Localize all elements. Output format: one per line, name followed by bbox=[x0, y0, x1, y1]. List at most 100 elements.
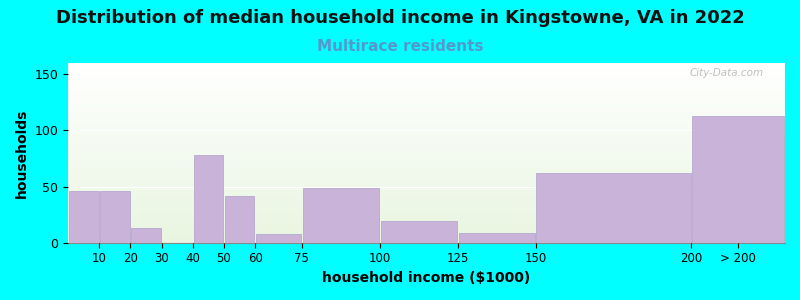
Bar bbox=[68, 144, 785, 146]
Bar bbox=[68, 146, 785, 148]
Bar bbox=[256, 234, 301, 243]
Bar bbox=[68, 190, 785, 192]
Bar bbox=[68, 226, 785, 228]
Bar bbox=[68, 180, 785, 182]
Bar bbox=[68, 88, 785, 90]
Bar bbox=[68, 99, 785, 101]
Bar bbox=[68, 95, 785, 97]
Bar bbox=[68, 81, 785, 83]
Bar bbox=[68, 119, 785, 121]
Bar bbox=[68, 124, 785, 126]
Bar bbox=[68, 228, 785, 230]
Bar bbox=[68, 198, 785, 200]
Bar bbox=[68, 106, 785, 108]
Bar bbox=[68, 201, 785, 203]
Bar bbox=[194, 155, 223, 243]
Bar bbox=[68, 157, 785, 158]
Bar bbox=[68, 130, 785, 131]
Bar bbox=[68, 151, 785, 153]
Bar bbox=[68, 172, 785, 174]
Bar bbox=[225, 196, 254, 243]
Bar bbox=[68, 223, 785, 225]
Bar bbox=[68, 76, 785, 77]
Bar bbox=[68, 208, 785, 210]
Bar bbox=[68, 67, 785, 68]
Bar bbox=[68, 122, 785, 124]
Bar bbox=[68, 192, 785, 194]
Bar bbox=[68, 128, 785, 130]
Bar bbox=[68, 218, 785, 219]
Bar bbox=[68, 65, 785, 67]
Bar bbox=[68, 101, 785, 103]
Bar bbox=[68, 108, 785, 110]
Bar bbox=[68, 92, 785, 94]
Bar bbox=[68, 72, 785, 74]
Text: Distribution of median household income in Kingstowne, VA in 2022: Distribution of median household income … bbox=[56, 9, 744, 27]
Bar bbox=[68, 234, 785, 236]
Text: Multirace residents: Multirace residents bbox=[317, 39, 483, 54]
Bar bbox=[68, 203, 785, 205]
Bar bbox=[68, 210, 785, 212]
Bar bbox=[68, 131, 785, 133]
Bar bbox=[68, 214, 785, 216]
Bar bbox=[68, 70, 785, 72]
Bar bbox=[68, 207, 785, 208]
Bar bbox=[68, 236, 785, 237]
Bar bbox=[68, 171, 785, 172]
Bar bbox=[458, 232, 535, 243]
Y-axis label: households: households bbox=[15, 108, 29, 197]
Bar bbox=[68, 90, 785, 92]
Bar bbox=[68, 169, 785, 171]
Bar bbox=[68, 225, 785, 226]
Bar bbox=[69, 191, 98, 243]
Bar bbox=[68, 149, 785, 151]
Bar bbox=[68, 241, 785, 243]
Bar bbox=[68, 178, 785, 180]
Bar bbox=[68, 167, 785, 169]
Bar bbox=[68, 68, 785, 70]
Bar bbox=[68, 94, 785, 95]
Bar bbox=[68, 135, 785, 137]
Bar bbox=[68, 165, 785, 167]
Bar bbox=[68, 112, 785, 113]
Bar bbox=[68, 83, 785, 85]
Bar bbox=[68, 148, 785, 149]
X-axis label: household income ($1000): household income ($1000) bbox=[322, 271, 530, 285]
Bar bbox=[68, 104, 785, 106]
Bar bbox=[68, 174, 785, 176]
Bar bbox=[68, 221, 785, 223]
Bar bbox=[68, 77, 785, 79]
Bar bbox=[692, 116, 784, 243]
Bar bbox=[68, 142, 785, 144]
Bar bbox=[68, 200, 785, 201]
Bar bbox=[68, 183, 785, 185]
Bar bbox=[68, 216, 785, 218]
Bar bbox=[68, 74, 785, 76]
Bar bbox=[131, 228, 161, 243]
Text: City-Data.com: City-Data.com bbox=[690, 68, 763, 78]
Bar bbox=[68, 196, 785, 198]
Bar bbox=[68, 126, 785, 128]
Bar bbox=[68, 85, 785, 86]
Bar bbox=[68, 117, 785, 119]
Bar bbox=[68, 194, 785, 196]
Bar bbox=[68, 97, 785, 99]
Bar bbox=[68, 133, 785, 135]
Bar bbox=[381, 221, 457, 243]
Bar bbox=[68, 103, 785, 104]
Bar bbox=[68, 137, 785, 139]
Bar bbox=[68, 121, 785, 122]
Bar bbox=[68, 86, 785, 88]
Bar bbox=[68, 153, 785, 155]
Bar bbox=[68, 79, 785, 81]
Bar bbox=[68, 63, 785, 65]
Bar bbox=[302, 188, 379, 243]
Bar bbox=[68, 113, 785, 115]
Bar bbox=[537, 173, 690, 243]
Bar bbox=[68, 139, 785, 140]
Bar bbox=[68, 185, 785, 187]
Bar bbox=[68, 219, 785, 221]
Bar bbox=[68, 189, 785, 190]
Bar bbox=[100, 191, 130, 243]
Bar bbox=[68, 187, 785, 189]
